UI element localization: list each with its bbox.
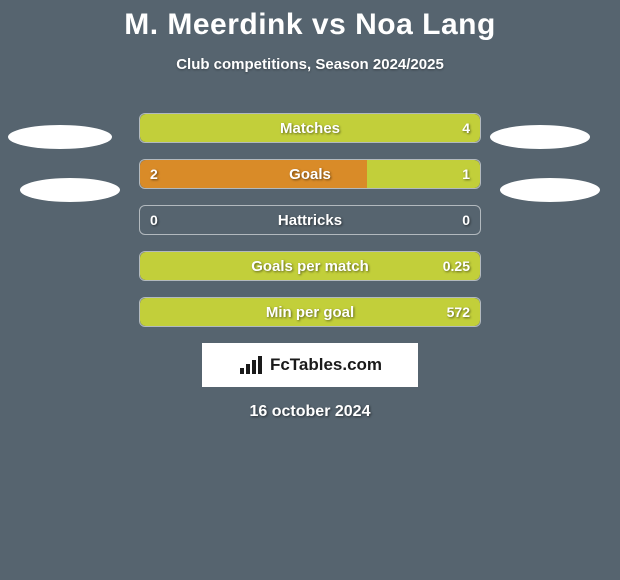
stat-row: Matches4	[139, 113, 481, 143]
decorative-ellipse	[500, 178, 600, 202]
stat-fill-right	[140, 252, 480, 280]
decorative-ellipse	[20, 178, 120, 202]
comparison-infographic: M. Meerdink vs Noa Lang Club competition…	[0, 0, 620, 580]
stat-fill-right	[140, 298, 480, 326]
page-subtitle: Club competitions, Season 2024/2025	[0, 56, 620, 73]
decorative-ellipse	[8, 125, 112, 149]
stat-label: Hattricks	[140, 206, 480, 234]
brand-bars-icon	[238, 354, 264, 376]
stat-row: Hattricks0 0	[139, 205, 481, 235]
page-title: M. Meerdink vs Noa Lang	[0, 0, 620, 42]
brand-box: FcTables.com	[202, 343, 418, 387]
decorative-ellipse	[490, 125, 590, 149]
stat-row: Goals21	[139, 159, 481, 189]
stat-value-right: 0	[462, 206, 470, 234]
chart-area: Matches4 Goals21 Hattricks0 0 Goals per matc…	[0, 113, 620, 421]
brand-text: FcTables.com	[270, 355, 382, 375]
stat-fill-right	[367, 160, 480, 188]
stat-fill-left	[140, 160, 367, 188]
stat-fill-right	[140, 114, 480, 142]
stat-value-left: 0	[150, 206, 158, 234]
date-line: 16 october 2024	[0, 403, 620, 421]
stat-row: Goals per match0.25	[139, 251, 481, 281]
stat-row: Min per goal572	[139, 297, 481, 327]
